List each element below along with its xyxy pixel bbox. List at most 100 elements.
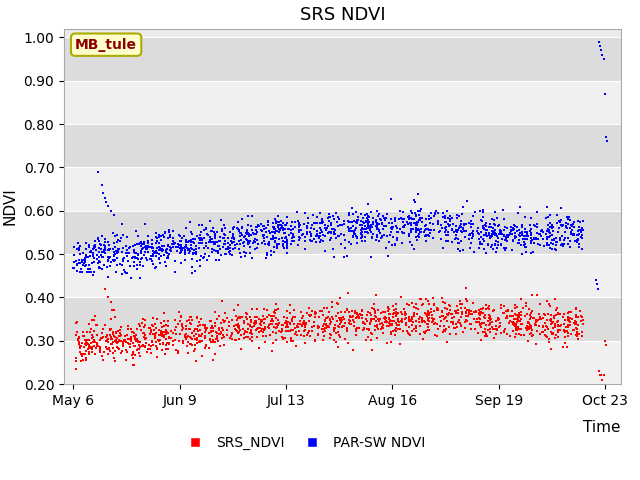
Point bbox=[430, 210, 440, 218]
Point bbox=[275, 319, 285, 327]
Point bbox=[454, 225, 465, 232]
Point bbox=[576, 312, 586, 320]
Point bbox=[342, 324, 353, 332]
Point bbox=[116, 261, 127, 268]
Point bbox=[458, 226, 468, 233]
Point bbox=[168, 227, 179, 235]
Point bbox=[356, 233, 367, 240]
Point bbox=[240, 328, 250, 336]
Point bbox=[220, 224, 230, 232]
Point bbox=[552, 317, 563, 324]
Point bbox=[259, 319, 269, 327]
Point bbox=[404, 315, 414, 323]
Point bbox=[577, 234, 587, 241]
Point bbox=[382, 211, 392, 218]
Point bbox=[161, 336, 172, 343]
Point bbox=[346, 224, 356, 232]
Point bbox=[520, 243, 531, 251]
Point bbox=[443, 228, 453, 236]
Point bbox=[144, 342, 154, 349]
Point bbox=[423, 323, 433, 331]
Point bbox=[374, 317, 385, 324]
Point bbox=[546, 315, 556, 323]
Point bbox=[452, 235, 463, 243]
Point bbox=[525, 234, 536, 242]
Point bbox=[420, 309, 430, 316]
Point bbox=[460, 318, 470, 325]
Point bbox=[262, 249, 272, 257]
Point bbox=[207, 336, 218, 344]
Point bbox=[552, 238, 563, 246]
Point bbox=[138, 240, 148, 248]
Point bbox=[449, 228, 460, 236]
Point bbox=[85, 265, 95, 273]
Point bbox=[313, 331, 323, 338]
Point bbox=[448, 220, 458, 228]
Point bbox=[318, 231, 328, 239]
Point bbox=[81, 338, 91, 346]
Point bbox=[235, 232, 245, 240]
Point bbox=[170, 239, 180, 247]
Point bbox=[101, 337, 111, 345]
Point bbox=[71, 331, 81, 339]
Point bbox=[269, 237, 280, 245]
Point bbox=[259, 325, 269, 333]
Point bbox=[288, 225, 298, 233]
Point bbox=[532, 236, 543, 243]
Point bbox=[321, 314, 331, 322]
Point bbox=[429, 320, 440, 327]
Point bbox=[444, 309, 454, 317]
Point bbox=[88, 271, 99, 279]
Point bbox=[510, 222, 520, 230]
Bar bbox=[64, 81, 621, 124]
Point bbox=[353, 311, 364, 319]
Point bbox=[83, 340, 93, 348]
Point bbox=[278, 322, 288, 329]
Point bbox=[347, 228, 357, 235]
Point bbox=[210, 238, 220, 245]
Point bbox=[490, 334, 500, 341]
Point bbox=[129, 330, 139, 337]
Point bbox=[92, 342, 102, 350]
Point bbox=[154, 340, 164, 348]
Point bbox=[141, 245, 152, 252]
Point bbox=[207, 228, 217, 235]
Point bbox=[342, 307, 352, 314]
Point bbox=[342, 306, 353, 313]
Point bbox=[270, 309, 280, 316]
Point bbox=[197, 236, 207, 244]
Point bbox=[369, 310, 380, 317]
Point bbox=[231, 322, 241, 329]
Point bbox=[107, 336, 117, 343]
Point bbox=[436, 225, 447, 232]
Point bbox=[426, 318, 436, 326]
Point bbox=[487, 323, 497, 331]
Point bbox=[525, 310, 536, 317]
Point bbox=[511, 325, 522, 333]
Point bbox=[527, 236, 538, 244]
Point bbox=[543, 214, 554, 221]
Point bbox=[447, 314, 457, 322]
Point bbox=[423, 307, 433, 315]
Point bbox=[88, 252, 99, 259]
Point bbox=[529, 239, 540, 246]
Point bbox=[452, 302, 462, 310]
Point bbox=[492, 326, 502, 334]
Point bbox=[392, 224, 403, 231]
Point bbox=[164, 333, 174, 341]
Point bbox=[456, 309, 467, 317]
Point bbox=[490, 221, 500, 229]
Point bbox=[195, 326, 205, 334]
Point bbox=[564, 308, 574, 315]
Point bbox=[278, 227, 288, 234]
Point bbox=[168, 240, 179, 248]
Point bbox=[113, 344, 124, 352]
Point bbox=[111, 329, 121, 336]
Point bbox=[351, 232, 362, 240]
Point bbox=[468, 220, 478, 228]
Point bbox=[399, 305, 410, 312]
Point bbox=[257, 325, 268, 333]
Point bbox=[253, 221, 264, 228]
Point bbox=[218, 318, 228, 326]
Point bbox=[149, 326, 159, 334]
